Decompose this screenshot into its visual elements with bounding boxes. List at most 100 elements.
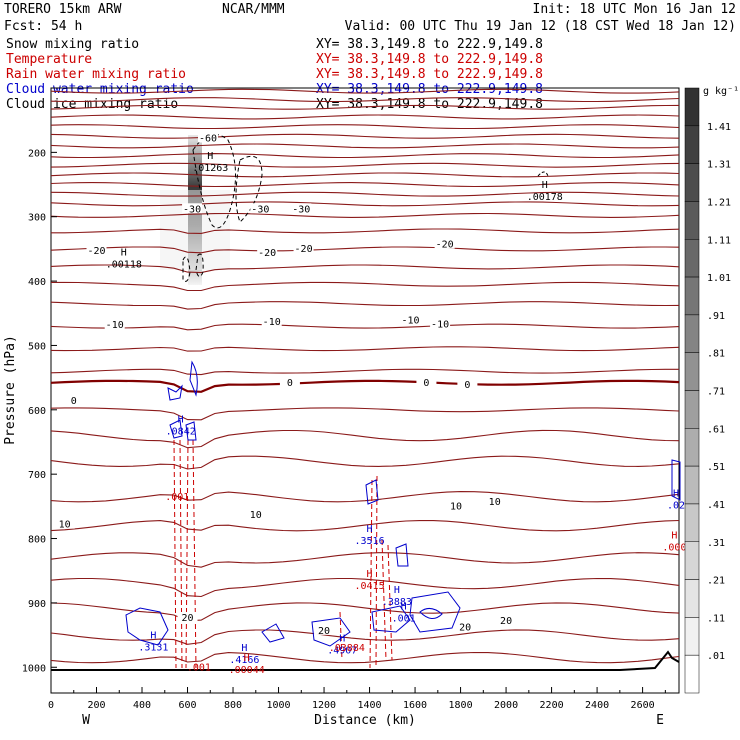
x-tick-label: 0 bbox=[48, 700, 54, 711]
temperature-label: -10 bbox=[106, 320, 124, 331]
isotherm bbox=[50, 172, 680, 178]
temperature-label: -20 bbox=[87, 246, 105, 257]
y-tick-label: 1000 bbox=[22, 663, 46, 674]
cloud-water-contour bbox=[395, 543, 409, 567]
label-mask bbox=[434, 238, 455, 249]
isotherm bbox=[50, 651, 680, 664]
label-mask bbox=[245, 509, 266, 520]
temperature-label: 0 bbox=[71, 396, 77, 407]
contour-labels: -60 -30 -30 -30 -20 -20 -20 -20 -10 -10 -10 -10 0 0 0 0… bbox=[54, 132, 686, 676]
isotherm bbox=[50, 407, 680, 421]
x-tick-label: 2200 bbox=[540, 700, 564, 711]
label-mask bbox=[63, 395, 84, 406]
temperature-label: -10 bbox=[401, 316, 419, 327]
maximum-marker: H bbox=[241, 643, 247, 654]
temperature-label: -20 bbox=[295, 244, 313, 255]
y-tick-label: 900 bbox=[28, 599, 46, 610]
x-tick-label: 1400 bbox=[358, 700, 382, 711]
colorbar-label: .21 bbox=[707, 576, 725, 587]
cloud-ice-contour bbox=[192, 133, 237, 229]
temperature-label: 0 bbox=[287, 378, 293, 389]
label-mask bbox=[279, 377, 300, 388]
west-label: W bbox=[82, 713, 90, 728]
colorbar-unit: g kg⁻¹ bbox=[703, 86, 739, 97]
colorbar-swatch bbox=[684, 654, 700, 694]
model-title: TORERO 15km ARW bbox=[4, 2, 122, 17]
cloud-water-contour bbox=[167, 384, 183, 401]
label-mask bbox=[261, 315, 282, 326]
temperature-label: 0 bbox=[423, 378, 429, 389]
colorbar-swatch bbox=[684, 503, 700, 542]
contour-value-label: .001 bbox=[187, 662, 211, 673]
isotherm bbox=[50, 264, 680, 274]
label-mask bbox=[430, 318, 451, 329]
colorbar-swatch bbox=[684, 163, 700, 202]
cloud-water-contour bbox=[671, 459, 681, 501]
colorbar-swatch bbox=[684, 465, 700, 505]
maximum-value: .4907 bbox=[327, 646, 357, 657]
maximum-value: .00044 bbox=[229, 665, 265, 676]
temperature-label: -10 bbox=[431, 319, 449, 330]
y-tick-label: 700 bbox=[28, 470, 46, 481]
label-mask bbox=[496, 615, 517, 626]
temperature-label: -20 bbox=[258, 248, 276, 259]
label-mask bbox=[177, 611, 198, 622]
y-tick-label: 800 bbox=[28, 535, 46, 546]
colorbar-label: 1.01 bbox=[707, 273, 731, 284]
isotherm bbox=[51, 281, 680, 292]
legend-label: Rain water mixing ratio bbox=[6, 67, 186, 82]
maximum-marker: H bbox=[244, 653, 250, 664]
colorbar-swatch bbox=[684, 314, 700, 353]
isotherm bbox=[50, 602, 680, 622]
temperature-label: 10 bbox=[450, 502, 462, 513]
y-tick-label: 500 bbox=[28, 341, 46, 352]
isotherm bbox=[50, 191, 680, 197]
isotherm bbox=[50, 88, 680, 94]
cloud-water-contour bbox=[169, 419, 183, 439]
maximum-value: .01263 bbox=[192, 163, 228, 174]
isotherm bbox=[51, 228, 680, 234]
colorbar-label: .01 bbox=[707, 651, 725, 662]
x-tick-label: 600 bbox=[178, 700, 196, 711]
temperature-contours bbox=[50, 88, 680, 664]
cloud-water-contour bbox=[185, 421, 197, 441]
label-mask bbox=[54, 518, 75, 529]
temperature-label: 20 bbox=[459, 623, 471, 634]
isotherm bbox=[50, 246, 680, 254]
legend-xy: XY= 38.3,149.8 to 222.9,149.8 bbox=[316, 37, 543, 52]
rain-water-contour bbox=[387, 544, 393, 661]
colorbar-label: 1.41 bbox=[707, 122, 731, 133]
colorbar-swatch bbox=[684, 352, 700, 391]
x-tick-label: 1600 bbox=[403, 700, 427, 711]
colorbar-label: 1.11 bbox=[707, 235, 731, 246]
label-mask bbox=[416, 377, 437, 388]
label-mask bbox=[182, 203, 203, 214]
rain-water-contour bbox=[192, 439, 197, 669]
label-mask bbox=[293, 243, 314, 254]
temperature-label: 10 bbox=[489, 497, 501, 508]
temperature-label: 10 bbox=[59, 520, 71, 531]
maximum-value: .4166 bbox=[229, 655, 259, 666]
x-tick-label: 800 bbox=[224, 700, 242, 711]
temperature-label: -60 bbox=[199, 133, 217, 144]
legend-label: Snow mixing ratio bbox=[6, 37, 139, 52]
isotherm bbox=[50, 629, 680, 645]
x-tick-label: 1800 bbox=[449, 700, 473, 711]
cloud-water-contour bbox=[125, 607, 169, 646]
x-tick-label: 1000 bbox=[266, 700, 290, 711]
maximum-value: .3883 bbox=[382, 597, 412, 608]
label-mask bbox=[250, 203, 271, 214]
maximum-marker: H bbox=[178, 415, 184, 426]
forecast-hour: Fcst: 54 h bbox=[4, 19, 82, 34]
isotherm bbox=[50, 346, 680, 352]
east-label: E bbox=[656, 713, 664, 728]
maximum-value: .0415 bbox=[354, 581, 384, 592]
contour-value-label: .03884 bbox=[329, 643, 365, 654]
isotherm bbox=[50, 104, 680, 110]
colorbar-label: .41 bbox=[707, 500, 725, 511]
label-mask bbox=[457, 378, 478, 389]
legend-label: Cloud water mixing ratio bbox=[6, 82, 194, 97]
colorbar-swatch bbox=[684, 541, 700, 580]
legend-xy: XY= 38.3,149.8 to 222.9,149.8 bbox=[316, 52, 543, 67]
